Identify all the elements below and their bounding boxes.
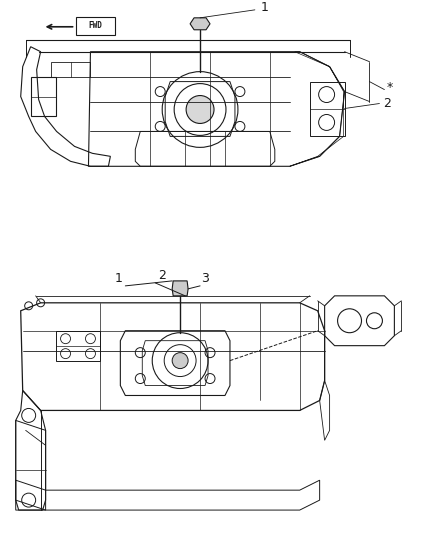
Polygon shape: [190, 18, 210, 30]
FancyBboxPatch shape: [75, 17, 115, 35]
Text: 1: 1: [261, 2, 269, 14]
Circle shape: [172, 353, 188, 369]
Text: 1: 1: [114, 272, 122, 285]
Text: 2: 2: [383, 97, 391, 110]
Text: 2: 2: [158, 269, 166, 282]
Text: FWD: FWD: [88, 21, 102, 30]
Text: *: *: [386, 81, 392, 94]
Circle shape: [186, 95, 214, 124]
Text: 3: 3: [201, 272, 209, 285]
Polygon shape: [172, 281, 188, 296]
